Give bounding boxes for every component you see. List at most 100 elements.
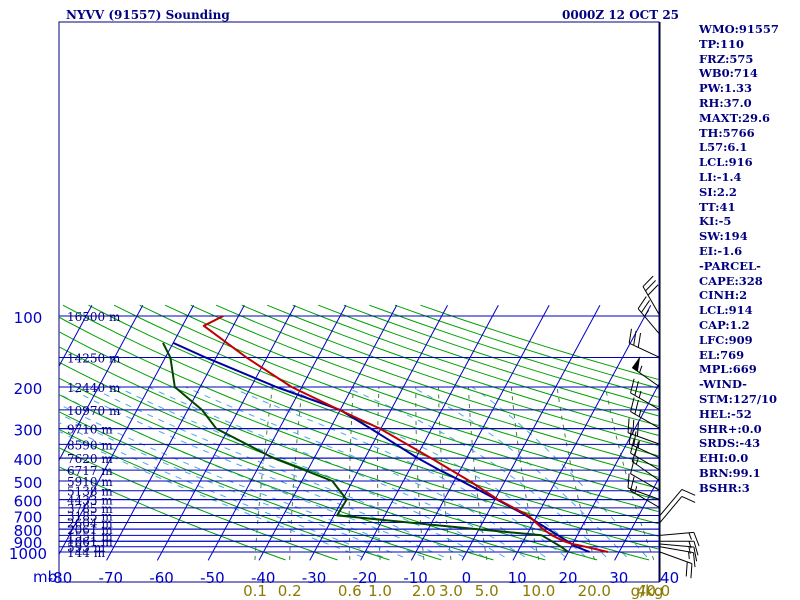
- dry-adiabat-line: [267, 304, 659, 437]
- isotherm-line: [59, 304, 144, 462]
- temperature-label: -30: [302, 569, 327, 587]
- moist-adiabat-line: [471, 386, 648, 558]
- mixing-ratio-line: [415, 387, 425, 560]
- isotherm-line: [106, 304, 245, 561]
- index-line: BRN:99.1: [699, 465, 761, 480]
- isotherm-line: [512, 304, 652, 561]
- moist-adiabat-line: [411, 386, 627, 558]
- plot-frame: [58, 21, 660, 583]
- wind-barb: [642, 275, 661, 317]
- dry-adiabats: [59, 304, 659, 561]
- dry-adiabat-line: [59, 331, 659, 550]
- index-line: CINH:2: [699, 288, 748, 303]
- temperature-label: -40: [251, 569, 276, 587]
- height-label: 4433 m: [67, 494, 113, 508]
- height-label: 6717 m: [67, 464, 113, 478]
- index-line: LCL:916: [699, 155, 753, 170]
- wind-barb: [630, 397, 661, 430]
- height-label: 593 m: [67, 541, 106, 555]
- mixing-ratio-label: 0.6: [338, 582, 362, 600]
- wind-barb: [659, 488, 696, 516]
- wind-barb: [630, 438, 661, 471]
- temperature-label: -20: [353, 569, 378, 587]
- wind-barb: [659, 543, 698, 562]
- moist-adiabat-line: [90, 386, 485, 558]
- height-label: 7620 m: [67, 452, 113, 466]
- mixing-ratio-line: [377, 386, 381, 560]
- index-line: EHI:0.0: [699, 451, 749, 466]
- wind-barb: [628, 328, 661, 359]
- index-line: SHR+:0.0: [699, 421, 762, 436]
- moist-adiabat-line: [59, 403, 424, 558]
- wind-barb: [659, 496, 696, 523]
- index-line: TP:110: [699, 36, 745, 51]
- mixing-ratio-line: [348, 386, 354, 560]
- moist-adiabat-line: [66, 386, 465, 558]
- dry-adiabat-line: [190, 304, 659, 468]
- height-label: 9710 m: [67, 423, 113, 437]
- dry-adiabat-line: [241, 304, 659, 447]
- index-line: WMO:91557: [699, 22, 779, 36]
- dry-adiabat-line: [59, 394, 494, 561]
- index-line: STM:127/10: [699, 391, 778, 406]
- profiles: [162, 315, 609, 553]
- moist-adiabat-line: [148, 386, 526, 558]
- mixing-ratio-label: 20.0: [578, 582, 611, 600]
- temperature-label: -80: [48, 569, 73, 587]
- mixing-ratio-label: 0.1: [243, 582, 267, 600]
- height-label: 14250 m: [67, 352, 121, 366]
- moist-adiabat-line: [59, 413, 404, 558]
- pressure-label: 800: [14, 522, 43, 540]
- mixing-ratio-label: 0.2: [278, 582, 302, 600]
- isotherm-line: [410, 304, 550, 561]
- temperature-label: 10: [508, 569, 527, 587]
- mixing-ratio-label: 2.0: [412, 582, 436, 600]
- index-line: RH:37.0: [699, 95, 752, 110]
- dry-adiabat-line: [88, 304, 659, 513]
- index-line: BSHR:3: [699, 480, 750, 495]
- wind-barb: [627, 418, 661, 445]
- isotherm-line: [59, 304, 194, 556]
- wind-barb: [659, 551, 693, 579]
- height-label: 3785 m: [67, 502, 113, 516]
- height-label: 10970 m: [67, 404, 121, 418]
- temperature-label: -70: [99, 569, 124, 587]
- temperature-label: -10: [403, 569, 428, 587]
- dry-adiabat-line: [62, 304, 659, 525]
- pressure-label: 400: [14, 451, 43, 469]
- mixing-ratio-label: 10.0: [522, 582, 555, 600]
- moist-adiabat-line: [59, 393, 444, 558]
- sounding-title: NYVV (91557) Sounding: [66, 8, 230, 22]
- mixing-ratio-label: 40.0: [637, 582, 670, 600]
- isobars: [59, 315, 659, 553]
- dry-adiabat-line: [59, 411, 442, 561]
- index-line: TT:41: [699, 199, 736, 214]
- index-line: SW:194: [699, 229, 748, 244]
- mixing-ratio-line: [467, 386, 488, 560]
- pressure-label: 100: [14, 309, 43, 327]
- mixing-ratio-label: 1.0: [368, 582, 392, 600]
- index-line: MPL:669: [699, 362, 757, 377]
- mixing-ratio-lines: [254, 386, 655, 561]
- height-label: 12440 m: [67, 381, 121, 395]
- temperature-label: 0: [462, 569, 472, 587]
- dry-adiabat-line: [139, 304, 659, 490]
- dry-adiabat-line: [164, 304, 659, 478]
- mixing-ratio-line: [604, 386, 655, 561]
- sounding-datetime: 0000Z 12 OCT 25: [562, 8, 680, 22]
- temperature-label: -60: [149, 569, 174, 587]
- dry-adiabat-line: [59, 361, 598, 561]
- index-line: SI:2.2: [699, 184, 737, 199]
- isotherm-line: [614, 477, 659, 561]
- dewpoint-profile: [162, 342, 569, 553]
- mixing-ratio-unit: g/kg: [631, 582, 664, 600]
- isotherm-line: [207, 304, 347, 561]
- index-line: -PARCEL-: [699, 258, 761, 273]
- height-label: 16500 m: [67, 310, 121, 324]
- pressure-label: 500: [14, 474, 43, 492]
- index-line: FRZ:575: [699, 51, 754, 66]
- index-line: TH:5766: [699, 125, 755, 140]
- index-line: HEL:-52: [699, 406, 752, 421]
- mixing-ratio-line: [510, 386, 540, 561]
- parcel-profile: [172, 341, 590, 553]
